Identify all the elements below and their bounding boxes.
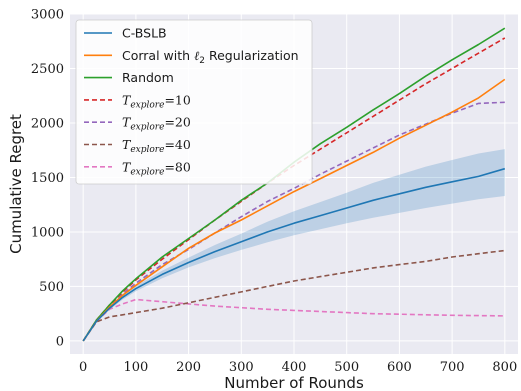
legend-label: C-BSLB [122, 26, 167, 41]
x-tick-label: 800 [492, 360, 517, 375]
x-tick-label: 300 [229, 360, 254, 375]
legend-label: Texplore=20 [122, 115, 191, 133]
legend: C-BSLB Corral with ℓ2 Regularization Rando… [75, 19, 313, 185]
legend-label: Texplore=40 [122, 137, 191, 155]
x-tick-label: 100 [123, 360, 148, 375]
x-tick-label: 600 [387, 360, 412, 375]
x-axis-title: Number of Rounds [224, 374, 364, 391]
series-line-corral-with-2-regularization [82, 78, 506, 342]
y-tick-label: 1000 [31, 225, 64, 240]
legend-label: Texplore=10 [122, 92, 191, 110]
y-tick-label: 3000 [31, 8, 64, 23]
c-bslb-confidence-band [83, 149, 505, 341]
legend-label: Texplore=80 [122, 159, 191, 177]
legend-label: Corral with ℓ2 Regularization [122, 48, 299, 66]
legend-box [75, 19, 313, 185]
x-tick-label: 700 [440, 360, 465, 375]
x-tick-label: 500 [334, 360, 359, 375]
y-tick-label: 2500 [31, 62, 64, 77]
x-tick-label: 400 [282, 360, 307, 375]
legend-label: Random [122, 70, 174, 85]
y-tick-label: 500 [39, 280, 64, 295]
y-tick-label: 0 [56, 334, 64, 349]
series-line-t-explore-20 [82, 101, 505, 342]
y-tick-label: 2000 [31, 116, 64, 131]
series-line-c-bslb [82, 167, 506, 342]
series-line-t-explore-40 [82, 249, 505, 342]
series-line-t-explore-80 [82, 298, 505, 342]
confidence-band [83, 149, 505, 341]
y-tick-labels: 0 500 1000 1500 2000 2500 3000 [31, 8, 64, 350]
x-tick-label: 200 [176, 360, 201, 375]
x-tick-label: 0 [79, 360, 87, 375]
y-tick-label: 1500 [31, 171, 64, 186]
y-axis-title: Cumulative Regret [7, 114, 25, 254]
x-tick-labels: 0 100 200 300 400 500 600 700 800 [79, 360, 517, 375]
